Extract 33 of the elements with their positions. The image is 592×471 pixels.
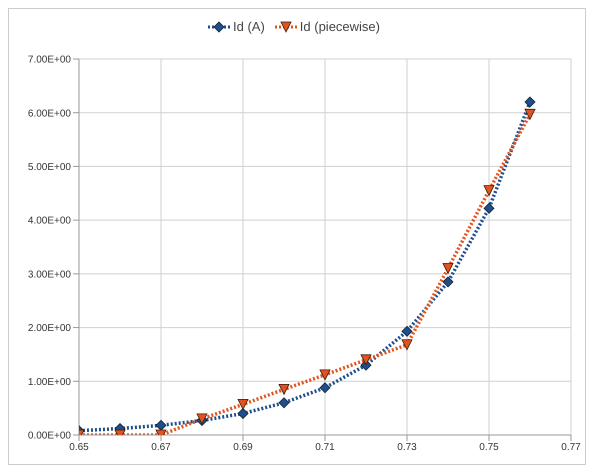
point <box>402 339 412 350</box>
point <box>320 382 330 394</box>
point <box>238 398 248 410</box>
y-tick-label: 0.00E+00 <box>28 430 72 442</box>
y-tick-label: 7.00E+00 <box>28 54 72 66</box>
x-tick-label: 0.77 <box>561 442 582 454</box>
y-tick-label: 1.00E+00 <box>28 376 72 388</box>
point <box>360 354 372 366</box>
point <box>320 369 330 380</box>
x-tick-label: 0.67 <box>151 442 172 454</box>
point <box>278 397 290 408</box>
point <box>278 384 290 395</box>
point <box>484 185 494 196</box>
x-tick-label: 0.69 <box>233 442 254 454</box>
point <box>524 96 536 108</box>
point <box>524 108 536 120</box>
point <box>238 408 248 419</box>
x-tick-label: 0.75 <box>479 442 500 454</box>
point <box>442 276 454 288</box>
y-tick-label: 5.00E+00 <box>28 162 72 173</box>
legend-label: Id (piecewise) <box>298 19 380 34</box>
point <box>156 420 166 431</box>
point <box>402 326 412 337</box>
point <box>442 263 454 274</box>
y-tick-label: 3.00E+00 <box>28 269 72 280</box>
x-tick-label: 0.71 <box>315 442 336 454</box>
x-tick-label: 0.65 <box>69 442 90 454</box>
y-tick-label: 6.00E+00 <box>28 108 72 120</box>
x-tick-label: 0.73 <box>397 442 418 454</box>
legend-label: Id (A) <box>232 19 265 34</box>
y-tick-label: 2.00E+00 <box>28 323 72 334</box>
y-tick-label: 4.00E+00 <box>28 216 72 227</box>
point <box>484 202 494 214</box>
